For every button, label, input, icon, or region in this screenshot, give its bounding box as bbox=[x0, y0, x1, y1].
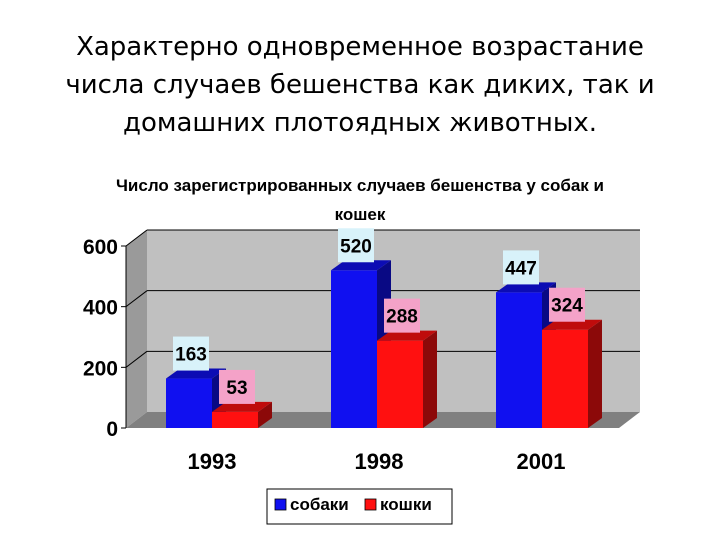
y-tick-label: 0 bbox=[106, 418, 118, 441]
bar-side bbox=[588, 319, 602, 428]
bar-1998-cats bbox=[377, 330, 437, 428]
bar-front bbox=[212, 411, 258, 428]
chart-title-line: кошек bbox=[335, 205, 386, 224]
x-category-label: 1998 bbox=[355, 449, 404, 474]
data-label: 520 bbox=[340, 236, 372, 257]
slide-title: Характерно одновременное возрастание чис… bbox=[14, 28, 706, 142]
bar-1993-cats bbox=[212, 401, 272, 428]
data-label-bg bbox=[384, 298, 420, 333]
y-tick-label: 400 bbox=[83, 297, 118, 320]
data-label-bg bbox=[219, 369, 255, 404]
data-label: 324 bbox=[551, 296, 583, 317]
bar-top bbox=[166, 368, 226, 379]
data-label: 288 bbox=[386, 307, 418, 328]
data-label: 53 bbox=[226, 378, 247, 399]
gridline-side bbox=[125, 350, 148, 368]
slide-title-line: домашних плотоядных животных. bbox=[122, 108, 598, 138]
x-category-label: 2001 bbox=[517, 449, 566, 474]
bar-front bbox=[496, 292, 542, 428]
gridline-side bbox=[125, 229, 148, 247]
gridline-side bbox=[125, 290, 148, 308]
bar-front bbox=[542, 329, 588, 428]
legend-swatch-cats bbox=[364, 498, 377, 511]
bar-side bbox=[258, 401, 272, 428]
data-label-bg bbox=[173, 336, 209, 371]
legend-label-cats: кошки bbox=[380, 495, 432, 514]
slide-title-line: Характерно одновременное возрастание bbox=[76, 32, 644, 62]
y-tick-label: 200 bbox=[83, 357, 118, 380]
y-tick-label: 600 bbox=[83, 236, 118, 259]
data-label-bg bbox=[503, 250, 539, 285]
chart-title-line: Число зарегистрированных случаев бешенст… bbox=[116, 176, 604, 195]
bar-front bbox=[377, 340, 423, 428]
legend bbox=[266, 488, 453, 525]
bar-top bbox=[496, 282, 556, 293]
bar-side bbox=[423, 330, 437, 428]
data-label: 447 bbox=[505, 258, 537, 279]
slide-title-line: числа случаев бешенства как диких, так и bbox=[65, 70, 655, 100]
legend-swatch-dogs bbox=[274, 498, 287, 511]
bar-top bbox=[377, 330, 437, 341]
bar-top bbox=[212, 401, 272, 412]
chart-side-wall bbox=[126, 230, 147, 428]
bar-front bbox=[166, 378, 212, 428]
data-label-bg bbox=[549, 287, 585, 322]
bar-2001-cats bbox=[542, 319, 602, 428]
data-label: 163 bbox=[175, 345, 207, 366]
legend-label-dogs: собаки bbox=[290, 495, 349, 514]
bar-top bbox=[542, 319, 602, 330]
x-category-label: 1993 bbox=[188, 449, 237, 474]
bar-top bbox=[331, 260, 391, 271]
data-label-bg bbox=[338, 228, 374, 263]
bar-front bbox=[331, 270, 377, 428]
